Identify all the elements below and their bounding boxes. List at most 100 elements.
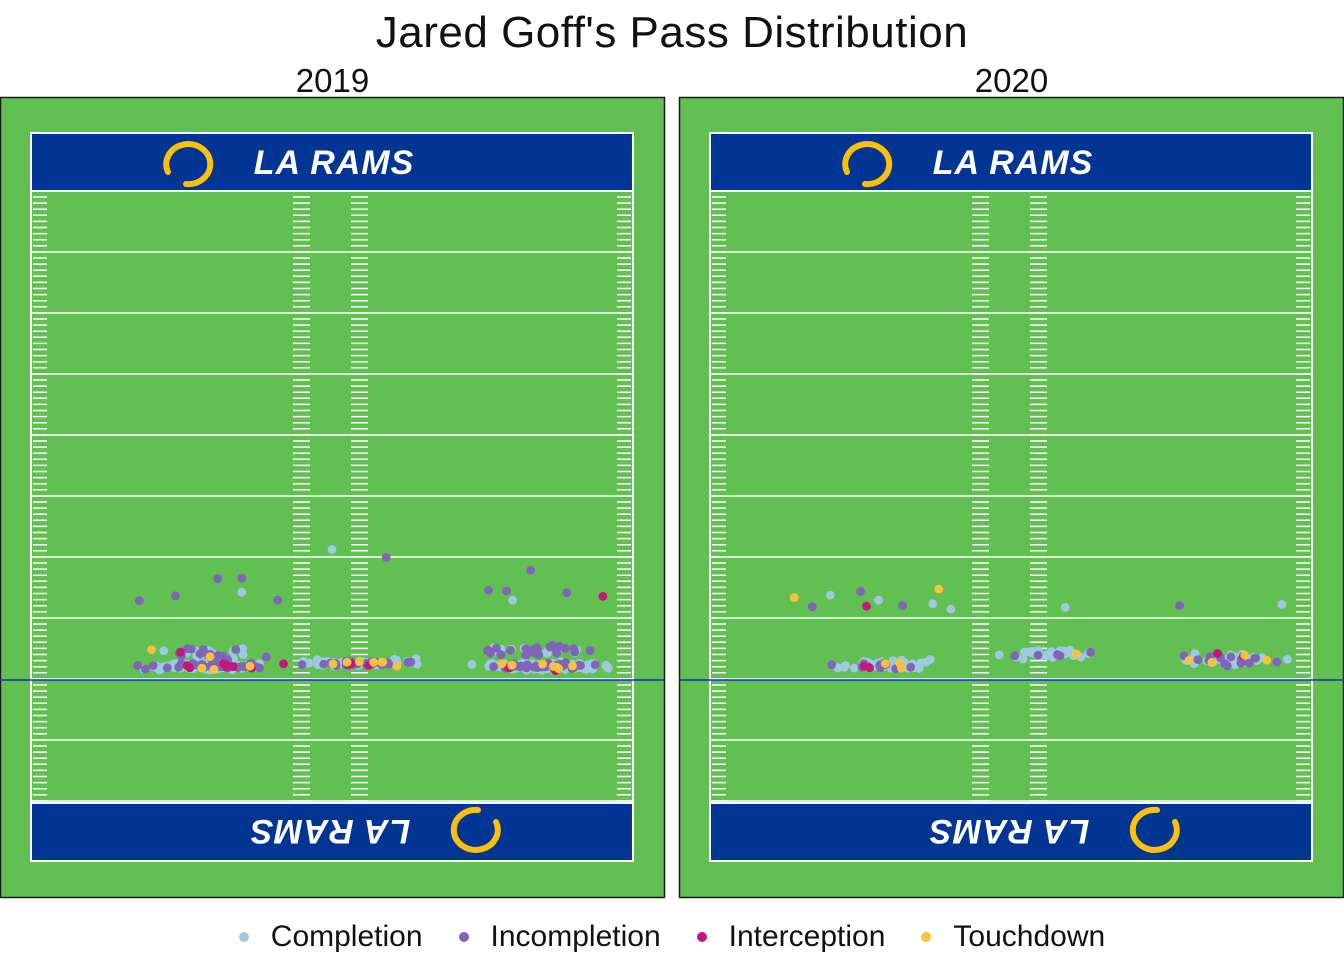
pass-point	[483, 645, 493, 655]
pass-point	[1175, 601, 1184, 610]
pass-point	[182, 661, 192, 671]
pass-point	[590, 660, 600, 670]
pass-point	[1240, 650, 1250, 660]
pass-point	[1262, 655, 1272, 665]
endzone-top	[709, 132, 1313, 192]
legend-item-incompletion: Incompletion	[458, 920, 661, 954]
pass-point	[496, 650, 506, 660]
pass-point	[841, 661, 850, 670]
pass-point	[162, 663, 172, 673]
chart-title: Jared Goff's Pass Distribution	[375, 8, 969, 57]
pass-point	[237, 573, 247, 583]
pass-point	[1072, 649, 1081, 659]
pass-point	[994, 650, 1004, 660]
pass-point	[1010, 651, 1020, 661]
pass-point	[135, 596, 144, 606]
pass-point	[826, 590, 835, 600]
pass-point	[213, 574, 223, 584]
pass-point	[237, 587, 247, 597]
pass-point	[934, 584, 944, 594]
pass-point	[507, 660, 517, 670]
pass-point	[946, 604, 956, 614]
pass-point	[378, 657, 388, 667]
pass-point	[880, 659, 890, 669]
pass-point	[209, 665, 219, 674]
pass-point	[155, 665, 164, 675]
pass-point	[171, 591, 180, 601]
pass-point	[827, 660, 836, 670]
pass-point	[497, 659, 507, 669]
pass-point	[489, 662, 498, 671]
endzone-label: LA RAMS	[250, 812, 411, 850]
pass-point	[328, 659, 338, 669]
pass-point	[1220, 659, 1229, 668]
pass-point	[197, 663, 207, 673]
pass-point	[1053, 650, 1062, 659]
pass-point	[261, 652, 271, 662]
pass-point	[1282, 655, 1292, 664]
pass-point	[467, 660, 477, 669]
field-panel-2019: LA RAMS LA RAMS	[0, 96, 666, 899]
hash-marks	[712, 196, 1310, 802]
pass-point	[569, 644, 579, 653]
legend-item-touchdown: Touchdown	[921, 920, 1105, 954]
ramhorn-logo-icon: LA RAMS	[163, 141, 413, 188]
pass-point	[598, 592, 608, 601]
pass-point	[1207, 657, 1217, 667]
panel-title-2019: 2019	[295, 62, 370, 99]
pass-point	[898, 601, 907, 610]
pass-point	[506, 645, 515, 655]
pass-point	[147, 645, 157, 654]
pass-point	[925, 655, 935, 664]
legend-label-interception: Interception	[728, 920, 886, 953]
pass-point	[552, 662, 562, 672]
pass-point	[585, 646, 595, 655]
pass-point	[928, 599, 938, 609]
pass-point	[319, 659, 329, 669]
ramhorn-logo-icon: LA RAMS	[929, 806, 1180, 853]
pass-point	[532, 643, 542, 652]
pass-point	[807, 602, 817, 612]
legend-key-completion	[238, 932, 249, 942]
horn-curve-icon	[842, 141, 893, 188]
pass-point	[865, 663, 874, 673]
pass-point	[381, 553, 391, 562]
pass-point	[508, 595, 517, 605]
pass-point	[133, 661, 143, 670]
pass-point	[245, 661, 255, 671]
pass-point	[1277, 600, 1287, 609]
legend-key-incompletion	[458, 932, 469, 942]
pass-point	[238, 644, 248, 654]
ramhorn-logo-icon: LA RAMS	[842, 141, 1092, 188]
hash-marks	[33, 196, 631, 802]
pass-point	[502, 586, 511, 596]
pass-point	[484, 585, 493, 595]
pass-points	[789, 584, 1292, 674]
endzone-bottom	[709, 802, 1313, 862]
pass-point	[231, 645, 241, 654]
horn-curve-icon	[1129, 806, 1180, 853]
pass-point	[529, 662, 539, 672]
pass-point	[874, 595, 883, 605]
pass-point	[521, 650, 531, 660]
pass-point	[789, 593, 799, 602]
pass-point	[915, 662, 924, 671]
pass-point	[562, 588, 572, 598]
pass-point	[1184, 656, 1194, 665]
legend-key-touchdown	[921, 932, 932, 942]
pass-point	[856, 587, 865, 596]
legend-item-completion: Completion	[238, 920, 423, 954]
horn-curve-icon	[450, 806, 501, 853]
pass-point	[1033, 650, 1043, 660]
pass-point	[526, 565, 536, 575]
field-border	[709, 132, 1313, 862]
pass-point	[205, 652, 215, 662]
pass-point	[1250, 653, 1260, 663]
endzone-label: LA RAMS	[929, 812, 1090, 850]
pass-point	[1086, 647, 1095, 657]
pass-point	[1018, 654, 1028, 664]
pass-point	[552, 643, 561, 653]
pass-point	[228, 662, 238, 671]
panel-background	[678, 96, 1344, 899]
